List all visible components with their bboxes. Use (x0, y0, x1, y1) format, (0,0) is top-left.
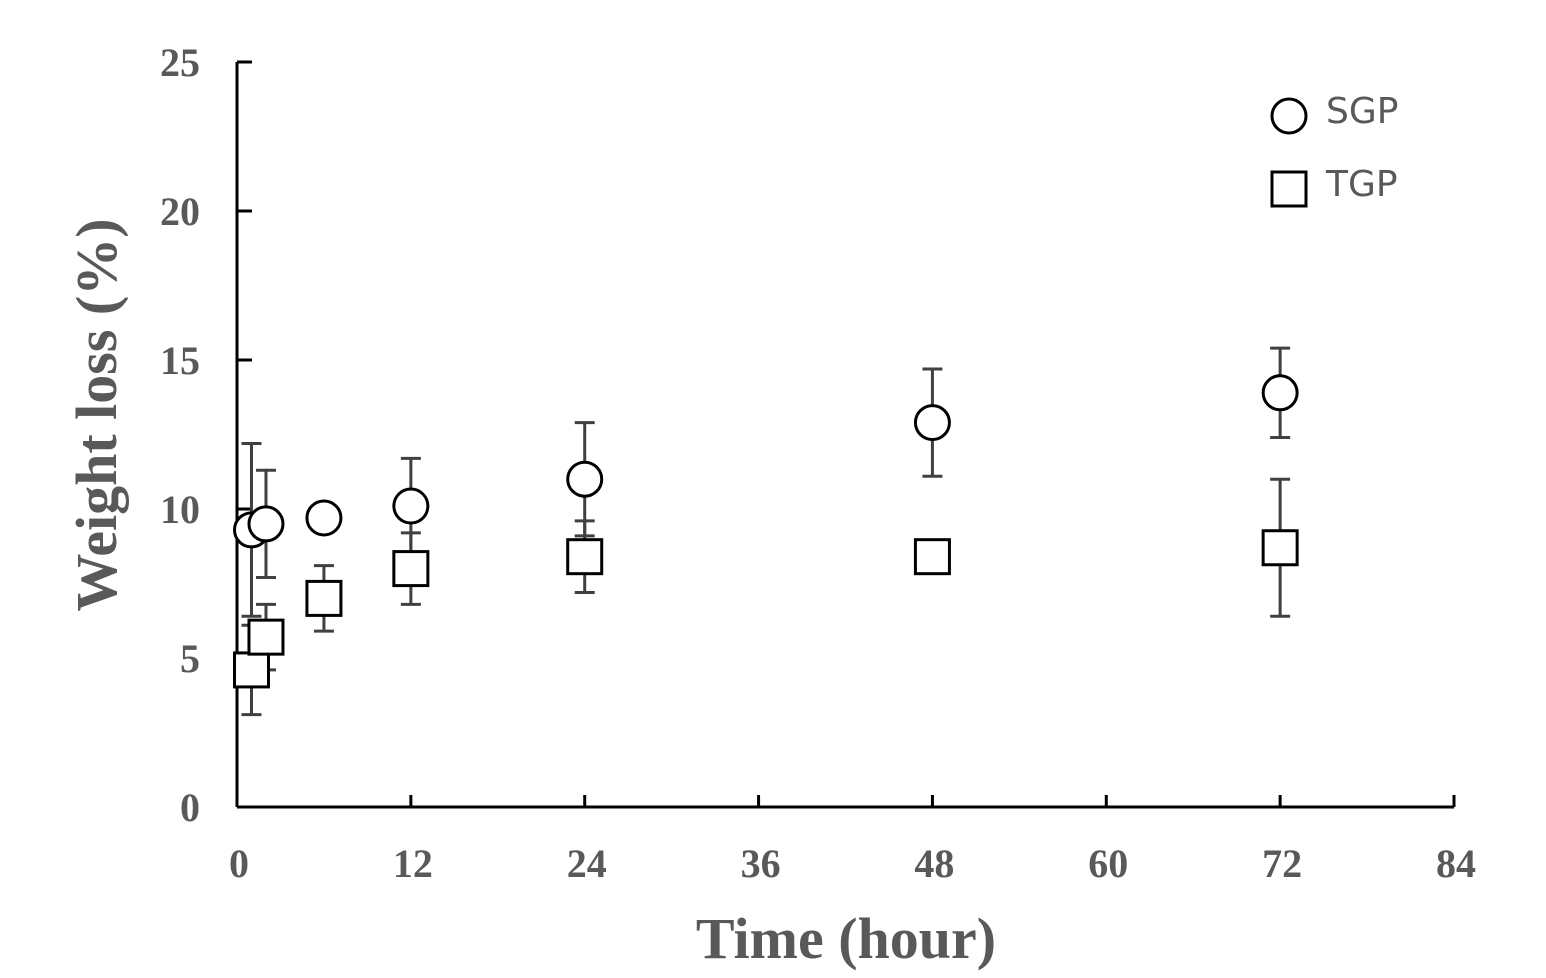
tgp-point (913, 538, 951, 576)
legend-circle-icon (1270, 97, 1308, 135)
y-tick-label: 5 (180, 636, 200, 681)
y-tick-label: 0 (180, 785, 200, 830)
y-tick-label: 20 (160, 189, 200, 234)
sgp-point (913, 404, 951, 442)
tgp-point (566, 538, 604, 576)
legend: SGP TGP (1270, 91, 1398, 208)
x-tick-label: 36 (741, 841, 781, 886)
y-axis-title: Weight loss (%) (64, 218, 129, 611)
tgp-point (232, 651, 270, 689)
x-tick-label: 84 (1436, 841, 1476, 886)
sgp-point (1261, 374, 1299, 412)
y-tick-label: 10 (160, 487, 200, 532)
sgp-point (392, 487, 430, 525)
data-markers (232, 374, 1299, 689)
legend-label-sgp: SGP (1326, 91, 1398, 132)
x-tick-label: 48 (914, 841, 954, 886)
y-tick-label: 15 (160, 338, 200, 383)
legend-square-icon (1270, 170, 1308, 208)
x-tick-label: 12 (393, 841, 433, 886)
ticks: 0 5 10 15 20 25 0 12 24 36 48 60 72 84 (160, 40, 1476, 886)
tgp-point (247, 618, 285, 656)
x-tick-label: 60 (1088, 841, 1128, 886)
legend-label-tgp: TGP (1325, 164, 1398, 205)
tgp-point (305, 579, 343, 617)
sgp-point (305, 499, 343, 537)
error-bars (241, 346, 1291, 717)
tgp-point (1261, 529, 1299, 567)
x-tick-label: 0 (229, 841, 249, 886)
sgp-point (566, 460, 604, 498)
x-axis-title: Time (hour) (696, 906, 996, 971)
y-tick-label: 25 (160, 40, 200, 85)
x-tick-label: 24 (567, 841, 607, 886)
tgp-point (392, 550, 430, 588)
sgp-point (247, 505, 285, 543)
x-tick-label: 72 (1262, 841, 1302, 886)
